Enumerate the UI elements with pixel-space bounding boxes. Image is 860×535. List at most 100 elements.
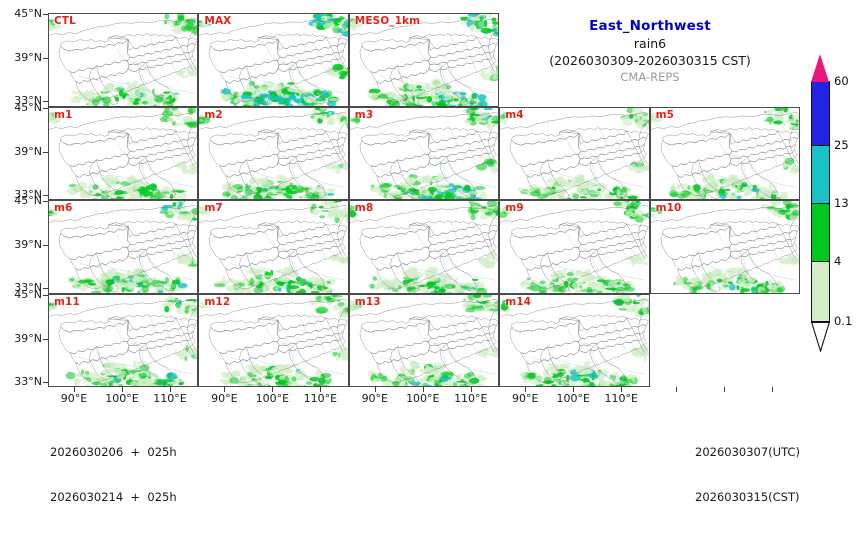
- x-tick-label: 110°E: [593, 392, 649, 405]
- panel-label: m5: [656, 109, 674, 121]
- map-artwork: [350, 108, 498, 200]
- map-artwork: [199, 201, 347, 293]
- y-tick-mark: [43, 108, 48, 109]
- map-artwork: [49, 295, 197, 387]
- panel-label: m7: [204, 202, 222, 214]
- map-panel-m1[interactable]: m1: [48, 107, 198, 201]
- map-panel-m14[interactable]: m14: [499, 294, 649, 388]
- panel-label: m9: [505, 202, 523, 214]
- panel-row-0: CTL MAX MESO_1km: [48, 13, 800, 107]
- y-tick-label: 45°N: [0, 101, 42, 114]
- y-tick-mark: [43, 245, 48, 246]
- figure-canvas: East_Northwest rain6 (2026030309-2026030…: [0, 0, 860, 454]
- map-artwork: [500, 295, 648, 387]
- map-panel-m8[interactable]: m8: [349, 200, 499, 294]
- footer-right-line1: 2026030307(UTC): [695, 445, 800, 460]
- y-tick-mark: [43, 201, 48, 202]
- y-tick-mark: [43, 295, 48, 296]
- map-artwork: [49, 201, 197, 293]
- colorbar-max-arrow: [811, 54, 829, 82]
- colorbar-band: [811, 146, 830, 204]
- map-panel-m9[interactable]: m9: [499, 200, 649, 294]
- map-artwork: [500, 108, 648, 200]
- panel-label: MESO_1km: [355, 15, 420, 27]
- panel-row-3: m11 m12 m13 m14: [48, 294, 800, 388]
- colorbar-band: [811, 262, 830, 322]
- map-panel-m3[interactable]: m3: [349, 107, 499, 201]
- map-artwork: [350, 201, 498, 293]
- footer-left-line2: 2026030214 + 025h: [50, 490, 177, 505]
- x-tick-label: 110°E: [443, 392, 499, 405]
- y-tick-label: 39°N: [0, 51, 42, 64]
- map-panel-m12[interactable]: m12: [198, 294, 348, 388]
- panel-label: CTL: [54, 15, 76, 27]
- panel-label: m11: [54, 296, 80, 308]
- map-artwork: [500, 201, 648, 293]
- map-panel-m6[interactable]: m6: [48, 200, 198, 294]
- map-panel-m7[interactable]: m7: [198, 200, 348, 294]
- footer-right-line2: 2026030315(CST): [695, 490, 800, 505]
- colorbar-tick-label: 60: [834, 74, 849, 88]
- map-artwork: [350, 295, 498, 387]
- map-panel-m5[interactable]: m5: [650, 107, 800, 201]
- map-artwork: [651, 108, 799, 200]
- map-panel-max[interactable]: MAX: [198, 13, 348, 107]
- map-panel-m10[interactable]: m10: [650, 200, 800, 294]
- panel-label: m1: [54, 109, 72, 121]
- map-artwork: [199, 108, 347, 200]
- panel-label: m8: [355, 202, 373, 214]
- map-panel-m2[interactable]: m2: [198, 107, 348, 201]
- map-artwork: [199, 295, 347, 387]
- y-tick-label: 45°N: [0, 194, 42, 207]
- y-tick-label: 39°N: [0, 238, 42, 251]
- colorbar-tick-label: 0.1: [834, 314, 852, 328]
- panel-label: m12: [204, 296, 230, 308]
- panel-label: m2: [204, 109, 222, 121]
- panel-label: m3: [355, 109, 373, 121]
- panel-label: m13: [355, 296, 381, 308]
- y-tick-mark: [43, 195, 48, 196]
- y-tick-mark: [43, 14, 48, 15]
- footer-init-times: 2026030206 + 025h 2026030214 + 025h: [50, 415, 177, 535]
- x-tick-mark: [724, 387, 725, 392]
- x-tick-label: 110°E: [292, 392, 348, 405]
- map-artwork: [651, 201, 799, 293]
- map-artwork: [49, 108, 197, 200]
- panel-label: m10: [656, 202, 682, 214]
- panel-row-1: m1 m2 m3 m4 m5: [48, 107, 800, 201]
- colorbar-band: [811, 204, 830, 262]
- colorbar-min-arrow: [811, 322, 830, 352]
- y-tick-label: 39°N: [0, 145, 42, 158]
- y-tick-label: 45°N: [0, 288, 42, 301]
- y-tick-mark: [43, 288, 48, 289]
- map-artwork: [199, 14, 347, 106]
- panel-row-2: m6 m7 m8 m9 m10: [48, 200, 800, 294]
- colorbar-tick-label: 25: [834, 138, 849, 152]
- map-panel-m13[interactable]: m13: [349, 294, 499, 388]
- y-tick-mark: [43, 152, 48, 153]
- y-tick-mark: [43, 101, 48, 102]
- x-tick-mark: [772, 387, 773, 392]
- footer-valid-times: 2026030307(UTC) 2026030315(CST): [695, 415, 800, 535]
- y-tick-mark: [43, 382, 48, 383]
- map-panel-ctl[interactable]: CTL: [48, 13, 198, 107]
- panel-label: m6: [54, 202, 72, 214]
- panel-label: m14: [505, 296, 531, 308]
- y-tick-label: 45°N: [0, 7, 42, 20]
- panel-label: MAX: [204, 15, 231, 27]
- colorbar-tick-label: 4: [834, 254, 841, 268]
- map-panel-meso_1km[interactable]: MESO_1km: [349, 13, 499, 107]
- panel-grid: CTL MAX MESO_1km m1 m2 m3 m4 m5 m6 m7 m8 m9 m10 m1…: [48, 13, 800, 387]
- map-panel-m11[interactable]: m11: [48, 294, 198, 388]
- panel-label: m4: [505, 109, 523, 121]
- colorbar-band: [811, 82, 830, 146]
- y-tick-mark: [43, 58, 48, 59]
- colorbar-tick-label: 13: [834, 196, 849, 210]
- y-tick-label: 33°N: [0, 375, 42, 388]
- footer-left-line1: 2026030206 + 025h: [50, 445, 177, 460]
- y-tick-label: 39°N: [0, 332, 42, 345]
- map-artwork: [49, 14, 197, 106]
- map-panel-m4[interactable]: m4: [499, 107, 649, 201]
- x-tick-mark: [676, 387, 677, 392]
